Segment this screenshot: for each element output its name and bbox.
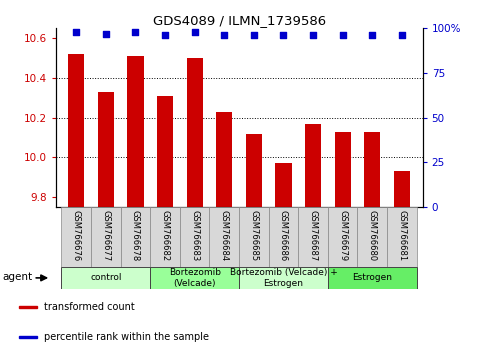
Point	[309, 33, 317, 38]
Bar	[19, 306, 38, 308]
Bar	[328, 207, 357, 267]
Point	[131, 29, 139, 35]
Text: GSM766677: GSM766677	[101, 210, 111, 261]
Bar	[150, 207, 180, 267]
Point	[339, 33, 347, 38]
Bar	[121, 207, 150, 267]
Point	[72, 29, 80, 35]
Bar	[157, 96, 173, 207]
Bar	[210, 207, 239, 267]
Point	[220, 33, 228, 38]
Bar	[394, 171, 410, 207]
Bar	[246, 133, 262, 207]
Text: GSM766682: GSM766682	[160, 210, 170, 261]
Title: GDS4089 / ILMN_1739586: GDS4089 / ILMN_1739586	[153, 14, 326, 27]
Text: GSM766683: GSM766683	[190, 210, 199, 261]
Text: Bortezomib (Velcade) +
Estrogen: Bortezomib (Velcade) + Estrogen	[229, 268, 337, 287]
Text: Bortezomib
(Velcade): Bortezomib (Velcade)	[169, 268, 221, 287]
Text: GSM766686: GSM766686	[279, 210, 288, 261]
Text: GSM766687: GSM766687	[309, 210, 318, 261]
Bar	[364, 132, 381, 207]
Bar	[19, 336, 38, 338]
Bar	[357, 207, 387, 267]
Point	[161, 33, 169, 38]
Bar	[298, 207, 328, 267]
Text: control: control	[90, 273, 122, 282]
Bar	[328, 267, 417, 289]
Bar	[239, 267, 328, 289]
Point	[398, 33, 406, 38]
Bar	[150, 267, 239, 289]
Point	[369, 33, 376, 38]
Text: GSM766680: GSM766680	[368, 210, 377, 261]
Bar	[387, 207, 417, 267]
Text: percentile rank within the sample: percentile rank within the sample	[44, 332, 210, 342]
Point	[102, 31, 110, 36]
Text: transformed count: transformed count	[44, 302, 135, 312]
Text: GSM766681: GSM766681	[398, 210, 406, 261]
Bar	[269, 207, 298, 267]
Bar	[180, 207, 210, 267]
Bar	[91, 207, 121, 267]
Bar	[239, 207, 269, 267]
Text: GSM766678: GSM766678	[131, 210, 140, 261]
Bar	[305, 124, 321, 207]
Point	[250, 33, 258, 38]
Bar	[128, 56, 143, 207]
Text: GSM766684: GSM766684	[220, 210, 229, 261]
Bar	[335, 132, 351, 207]
Text: GSM766679: GSM766679	[338, 210, 347, 261]
Bar	[275, 164, 292, 207]
Bar	[98, 92, 114, 207]
Text: GSM766685: GSM766685	[249, 210, 258, 261]
Bar	[61, 207, 91, 267]
Bar	[61, 267, 150, 289]
Text: agent: agent	[3, 272, 33, 282]
Bar	[216, 112, 232, 207]
Point	[280, 33, 287, 38]
Text: GSM766676: GSM766676	[72, 210, 81, 261]
Text: Estrogen: Estrogen	[352, 273, 392, 282]
Bar	[186, 58, 203, 207]
Bar	[68, 54, 85, 207]
Point	[191, 29, 199, 35]
